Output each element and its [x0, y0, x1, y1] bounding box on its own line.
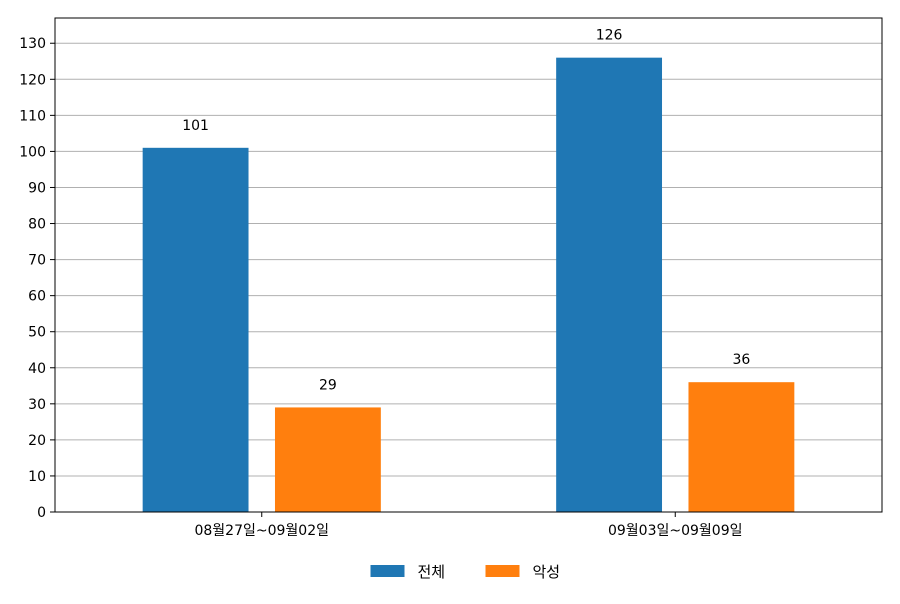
- bars: [142, 57, 795, 512]
- y-tick-label: 60: [28, 289, 46, 305]
- y-tick-label: 110: [19, 108, 46, 124]
- legend-label: 악성: [533, 563, 561, 581]
- y-tick-label: 70: [28, 253, 46, 269]
- bar: [688, 382, 795, 512]
- y-tick-label: 10: [28, 469, 46, 485]
- y-tick-label: 30: [28, 397, 46, 413]
- legend: 전체 악성: [370, 563, 561, 581]
- y-tick-label: 130: [19, 36, 46, 52]
- legend-item: 전체: [370, 563, 446, 581]
- y-tick-label: 50: [28, 325, 46, 341]
- data-labels: 101 29 126 36: [182, 28, 750, 394]
- y-tick-label: 90: [28, 180, 46, 196]
- y-tick-label: 20: [28, 433, 46, 449]
- y-tick-label: 80: [28, 217, 46, 233]
- data-label: 101: [182, 118, 209, 134]
- y-tick-label: 0: [37, 505, 46, 521]
- bar: [274, 407, 381, 512]
- legend-label: 전체: [418, 563, 446, 581]
- x-tick-label: 08월27일~09월02일: [194, 523, 329, 539]
- bar: [142, 147, 249, 512]
- y-tick-label: 100: [19, 144, 46, 160]
- plot-area-frame: [54, 17, 883, 513]
- data-label: 36: [732, 352, 750, 368]
- y-axis: 0 10 20 30 40 50 60 70 80 90 100 110 120 130: [19, 36, 55, 521]
- x-tick-label: 09월03일~09월09일: [608, 523, 743, 539]
- legend-swatch: [370, 565, 405, 577]
- data-label: 126: [596, 28, 623, 44]
- bar: [556, 57, 663, 512]
- y-tick-label: 40: [28, 361, 46, 377]
- legend-swatch: [485, 565, 520, 577]
- x-axis: 08월27일~09월02일 09월03일~09월09일: [194, 512, 743, 539]
- data-label: 29: [319, 377, 337, 393]
- y-tick-label: 120: [19, 72, 46, 88]
- legend-item: 악성: [485, 563, 561, 581]
